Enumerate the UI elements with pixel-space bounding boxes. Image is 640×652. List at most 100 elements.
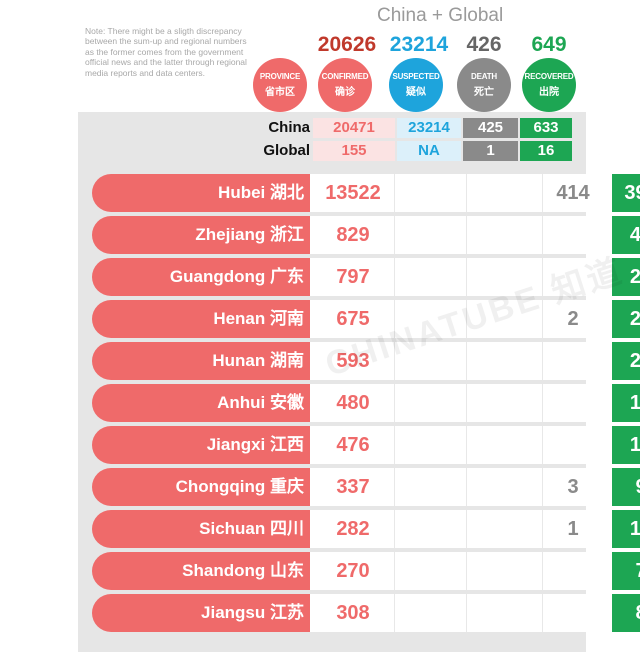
province-recovered: 21: [612, 342, 640, 380]
summary-global-death: 1: [463, 141, 518, 161]
death-column-badge: DEATH 死亡: [457, 58, 511, 112]
summary-china-confirmed: 20471: [313, 118, 395, 138]
divider: [542, 174, 543, 212]
value-cells: [310, 594, 612, 632]
death-label: DEATH: [471, 72, 497, 81]
value-cells: [310, 174, 612, 212]
province-confirmed: 675: [336, 308, 370, 330]
province-recovered: 8: [612, 594, 640, 632]
divider: [394, 594, 395, 632]
value-cells: [310, 510, 612, 548]
divider: [542, 426, 543, 464]
divider: [466, 426, 467, 464]
divider: [466, 468, 467, 506]
province-row: Chongqing 重庆 337 3 9: [92, 468, 640, 506]
province-row: Shandong 山东 270 7: [92, 552, 640, 590]
divider: [542, 258, 543, 296]
summary-global-suspected: NA: [397, 141, 461, 161]
province-death: [542, 594, 604, 632]
confirmed-label: CONFIRMED: [321, 72, 369, 81]
suspected-column-badge: SUSPECTED 疑似: [389, 58, 443, 112]
summary-global-label: Global: [263, 142, 310, 159]
divider: [466, 510, 467, 548]
province-name: Jiangsu 江苏: [201, 603, 304, 622]
province-recovered: 20: [612, 300, 640, 338]
province-recovered: 7: [612, 552, 640, 590]
value-cells: [310, 216, 612, 254]
province-row: Jiangxi 江西 476 19: [92, 426, 640, 464]
summary-china-recovered: 633: [520, 118, 572, 138]
divider: [394, 426, 395, 464]
recovered-label: RECOVERED: [524, 72, 574, 81]
divider: [394, 216, 395, 254]
total-recovered: 649: [531, 33, 567, 56]
province-row: Hubei 湖北 13522 414 396: [92, 174, 640, 212]
province-confirmed: 282: [336, 518, 370, 540]
province-name: Hunan 湖南: [212, 351, 304, 370]
discrepancy-note: Note: There might be a sligth discrepanc…: [85, 26, 247, 78]
province-name: Henan 河南: [213, 309, 304, 328]
value-cells: [310, 342, 612, 380]
divider: [542, 342, 543, 380]
divider: [542, 552, 543, 590]
divider: [466, 384, 467, 422]
divider: [394, 342, 395, 380]
province-label-cn: 省市区: [265, 87, 295, 98]
province-death: [542, 384, 604, 422]
total-death: 426: [466, 33, 502, 56]
province-confirmed: 829: [336, 224, 370, 246]
value-cells: [310, 426, 612, 464]
summary-china-suspected: 23214: [397, 118, 461, 138]
province-confirmed: 476: [336, 434, 370, 456]
divider: [394, 174, 395, 212]
province-confirmed: 270: [336, 560, 370, 582]
divider: [394, 468, 395, 506]
recovered-label-cn: 出院: [539, 87, 559, 98]
divider: [542, 384, 543, 422]
divider: [466, 342, 467, 380]
divider: [466, 552, 467, 590]
province-row: Hunan 湖南 593 21: [92, 342, 640, 380]
total-suspected: 23214: [389, 33, 449, 56]
recovered-column-badge: RECOVERED 出院: [522, 58, 576, 112]
divider: [542, 510, 543, 548]
summary-china-label: China: [268, 119, 310, 136]
province-recovered: 19: [612, 426, 640, 464]
province-row: Jiangsu 江苏 308 8: [92, 594, 640, 632]
province-row: Guangdong 广东 797 21: [92, 258, 640, 296]
totals-row: 20626 23214 426 649: [0, 33, 640, 59]
province-name: Chongqing 重庆: [175, 477, 304, 496]
summary-global-recovered: 16: [520, 141, 572, 161]
divider: [542, 594, 543, 632]
death-label-cn: 死亡: [474, 87, 494, 98]
province-death: [542, 342, 604, 380]
divider: [466, 258, 467, 296]
province-name: Anhui 安徽: [217, 393, 304, 412]
divider: [466, 300, 467, 338]
value-cells: [310, 552, 612, 590]
province-row: Anhui 安徽 480 14: [92, 384, 640, 422]
divider: [394, 510, 395, 548]
suspected-label: SUSPECTED: [392, 72, 440, 81]
divider: [394, 384, 395, 422]
province-name: Sichuan 四川: [199, 519, 304, 538]
province-death: [542, 426, 604, 464]
province-confirmed: 593: [336, 350, 370, 372]
confirmed-column-badge: CONFIRMED 确诊: [318, 58, 372, 112]
province-death: 414: [556, 182, 590, 204]
value-cells: [310, 384, 612, 422]
divider: [466, 216, 467, 254]
summary-global-confirmed: 155: [313, 141, 395, 161]
province-recovered: 9: [612, 468, 640, 506]
divider: [394, 258, 395, 296]
divider: [394, 552, 395, 590]
province-recovered: 14: [612, 510, 640, 548]
value-cells: [310, 258, 612, 296]
province-name: Hubei 湖北: [218, 183, 304, 202]
value-cells: [310, 468, 612, 506]
province-death: 3: [567, 476, 579, 498]
province-row: Henan 河南 675 2 20: [92, 300, 640, 338]
province-confirmed: 797: [336, 266, 370, 288]
divider: [542, 216, 543, 254]
province-confirmed: 308: [336, 602, 370, 624]
